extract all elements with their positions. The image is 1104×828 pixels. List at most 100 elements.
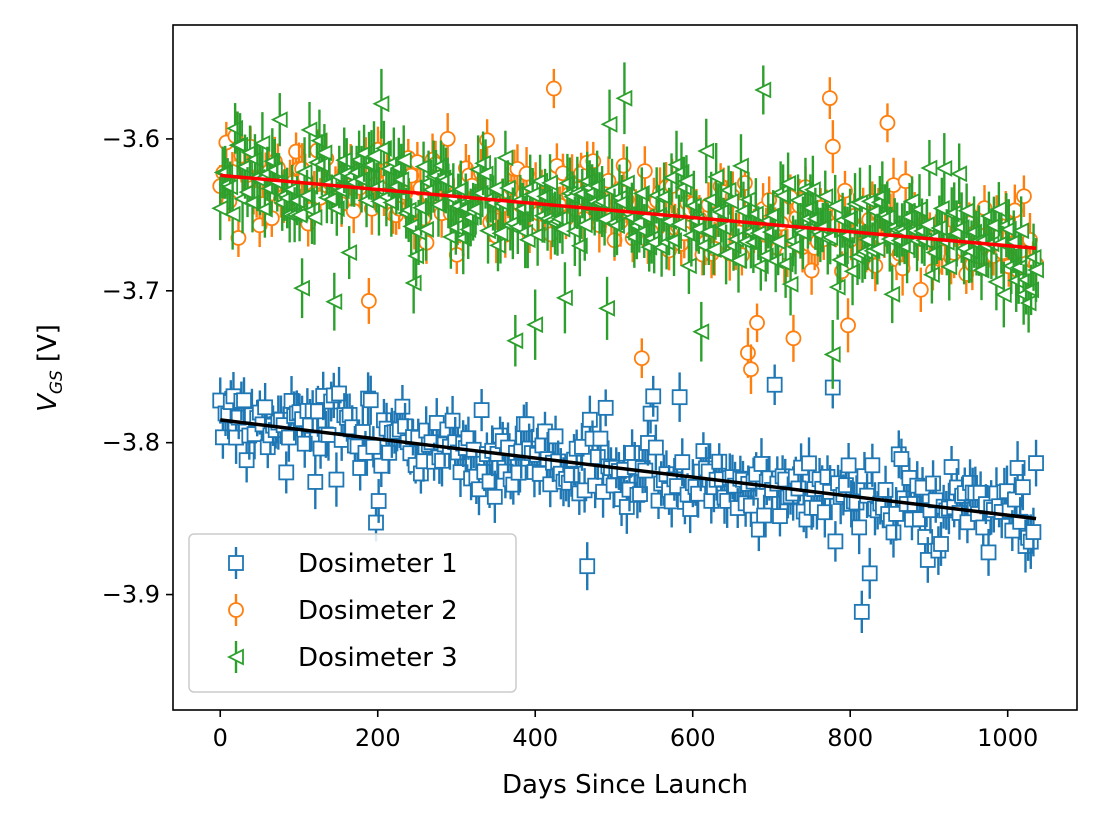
legend-box [188, 533, 517, 693]
fit-line-1 [220, 418, 1037, 521]
data-point [1028, 455, 1044, 472]
data-point [563, 467, 580, 483]
data-point [368, 514, 384, 531]
x-tick-label: 800 [827, 724, 873, 752]
data-point [575, 216, 593, 234]
data-point [827, 533, 844, 550]
data-point [598, 299, 615, 317]
data-point [868, 240, 886, 258]
data-point [859, 487, 875, 504]
legend-label-1: Dosimeter 1 [298, 549, 458, 579]
data-point [885, 524, 902, 541]
data-point [360, 293, 377, 309]
data-point [434, 452, 450, 469]
data-point [1009, 460, 1026, 476]
data-point [498, 179, 516, 197]
data-point [972, 261, 990, 279]
data-point [912, 281, 929, 298]
data-point [518, 165, 535, 182]
legend-label-3: Dosimeter 3 [298, 643, 458, 673]
data-point [772, 508, 788, 525]
data-point [841, 210, 858, 227]
data-point [352, 460, 369, 476]
data-point [816, 188, 834, 206]
data-point [555, 289, 573, 307]
data-point [749, 314, 765, 331]
data-point [645, 388, 662, 405]
data-point [510, 464, 527, 481]
y-axis-label-main: V [33, 392, 63, 412]
data-point [362, 392, 379, 409]
data-point [528, 226, 546, 244]
x-tick-label: 600 [670, 724, 716, 752]
data-point [1025, 524, 1042, 540]
data-point [642, 405, 659, 422]
data-point [840, 457, 857, 474]
data-point [711, 453, 728, 470]
data-point [1014, 479, 1031, 496]
data-point [781, 275, 799, 293]
series-3 [211, 62, 1044, 389]
data-point [823, 345, 841, 363]
data-point [328, 471, 345, 488]
data-point [943, 459, 960, 475]
data-point [774, 187, 792, 205]
data-point [223, 205, 241, 223]
data-point [466, 200, 484, 218]
y-axis-label: VGS [V] [33, 324, 67, 412]
y-tick-label: −3.9 [102, 581, 160, 609]
data-point [707, 168, 725, 186]
data-point [439, 130, 456, 147]
data-point [278, 464, 295, 481]
data-point [843, 262, 861, 280]
data-point [315, 144, 333, 162]
data-point [526, 316, 544, 334]
data-point [541, 174, 558, 192]
data-point [255, 200, 273, 218]
data-point [879, 114, 896, 131]
data-point [840, 317, 856, 334]
data-point [257, 399, 274, 416]
data-point [372, 95, 390, 113]
data-point [231, 136, 248, 154]
data-point [980, 544, 997, 561]
data-point [364, 147, 382, 165]
data-point [877, 482, 894, 498]
data-point [394, 151, 412, 169]
legend-label-2: Dosimeter 2 [298, 596, 458, 626]
data-point [570, 237, 588, 255]
data-point [545, 80, 562, 97]
y-axis: −3.6 −3.7 −3.8 −3.9 [102, 125, 173, 609]
data-point [615, 89, 633, 107]
data-point [861, 565, 878, 582]
y-tick-label: −3.6 [102, 125, 160, 153]
data-point [451, 180, 469, 198]
data-point [296, 435, 313, 452]
data-point [270, 111, 288, 129]
data-point [933, 536, 949, 552]
data-point [751, 257, 769, 275]
data-point [305, 208, 323, 226]
data-point [518, 231, 536, 249]
data-point [740, 344, 756, 361]
data-point [486, 488, 503, 505]
data-point [754, 81, 772, 99]
data-point [853, 603, 870, 620]
data-point [479, 222, 496, 240]
x-axis-label: Days Since Launch [502, 770, 748, 800]
data-point [662, 169, 680, 187]
data-point [253, 134, 271, 152]
fit-lines [220, 173, 1037, 521]
y-axis-label-unit: [V] [33, 324, 63, 362]
data-point [636, 163, 653, 179]
data-point [816, 504, 833, 521]
data-point [307, 474, 324, 490]
data-points [211, 62, 1044, 634]
data-point [917, 216, 935, 234]
data-point [293, 279, 310, 297]
data-point [756, 507, 773, 524]
data-point [731, 157, 749, 175]
data-point [940, 258, 958, 276]
data-point [597, 399, 614, 416]
